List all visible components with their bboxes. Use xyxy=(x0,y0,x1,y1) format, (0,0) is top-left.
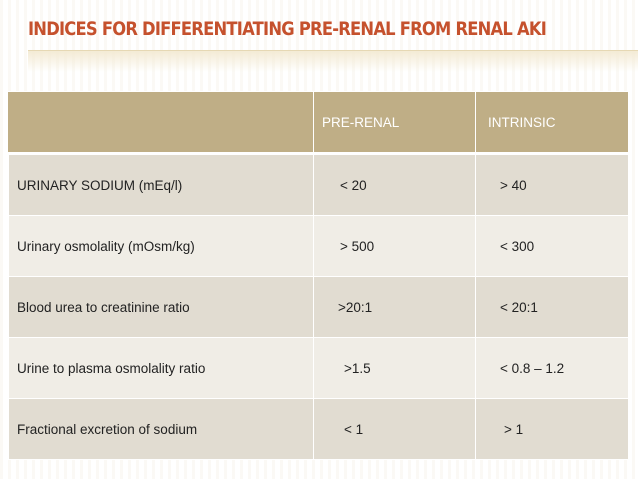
table-row: URINARY SODIUM (mEq/l) < 20 > 40 xyxy=(8,153,629,216)
table-row: Blood urea to creatinine ratio >20:1 < 2… xyxy=(8,276,629,338)
table-header-row: PRE-RENAL INTRINSIC xyxy=(8,91,629,155)
intrinsic-value: < 300 xyxy=(475,215,629,277)
table-row: Urinary osmolality (mOsm/kg) > 500 < 300 xyxy=(8,215,629,277)
row-label: Fractional excretion of sodium xyxy=(8,398,314,460)
row-label: URINARY SODIUM (mEq/l) xyxy=(8,153,314,216)
prerenal-value: >1.5 xyxy=(313,337,476,399)
header-cell-intrinsic: INTRINSIC xyxy=(475,91,629,155)
intrinsic-value: < 20:1 xyxy=(475,276,629,338)
row-label: Urinary osmolality (mOsm/kg) xyxy=(8,215,314,277)
table-row: Fractional excretion of sodium < 1 > 1 xyxy=(8,398,629,460)
header-cell-index xyxy=(8,91,314,155)
table-row: Urine to plasma osmolality ratio >1.5 < … xyxy=(8,337,629,399)
intrinsic-value: > 40 xyxy=(475,153,629,216)
intrinsic-value: > 1 xyxy=(475,398,629,460)
prerenal-value: >20:1 xyxy=(313,276,476,338)
prerenal-value: > 500 xyxy=(313,215,476,277)
header-cell-prerenal: PRE-RENAL xyxy=(313,91,476,155)
intrinsic-value: < 0.8 – 1.2 xyxy=(475,337,629,399)
prerenal-value: < 20 xyxy=(313,153,476,216)
title-underline xyxy=(28,50,638,51)
row-label: Blood urea to creatinine ratio xyxy=(8,276,314,338)
slide-title: INDICES FOR DIFFERENTIATING PRE-RENAL FR… xyxy=(28,18,547,40)
title-underline-band xyxy=(28,50,638,72)
row-label: Urine to plasma osmolality ratio xyxy=(8,337,314,399)
indices-table: PRE-RENAL INTRINSIC URINARY SODIUM (mEq/… xyxy=(8,91,629,460)
prerenal-value: < 1 xyxy=(313,398,476,460)
